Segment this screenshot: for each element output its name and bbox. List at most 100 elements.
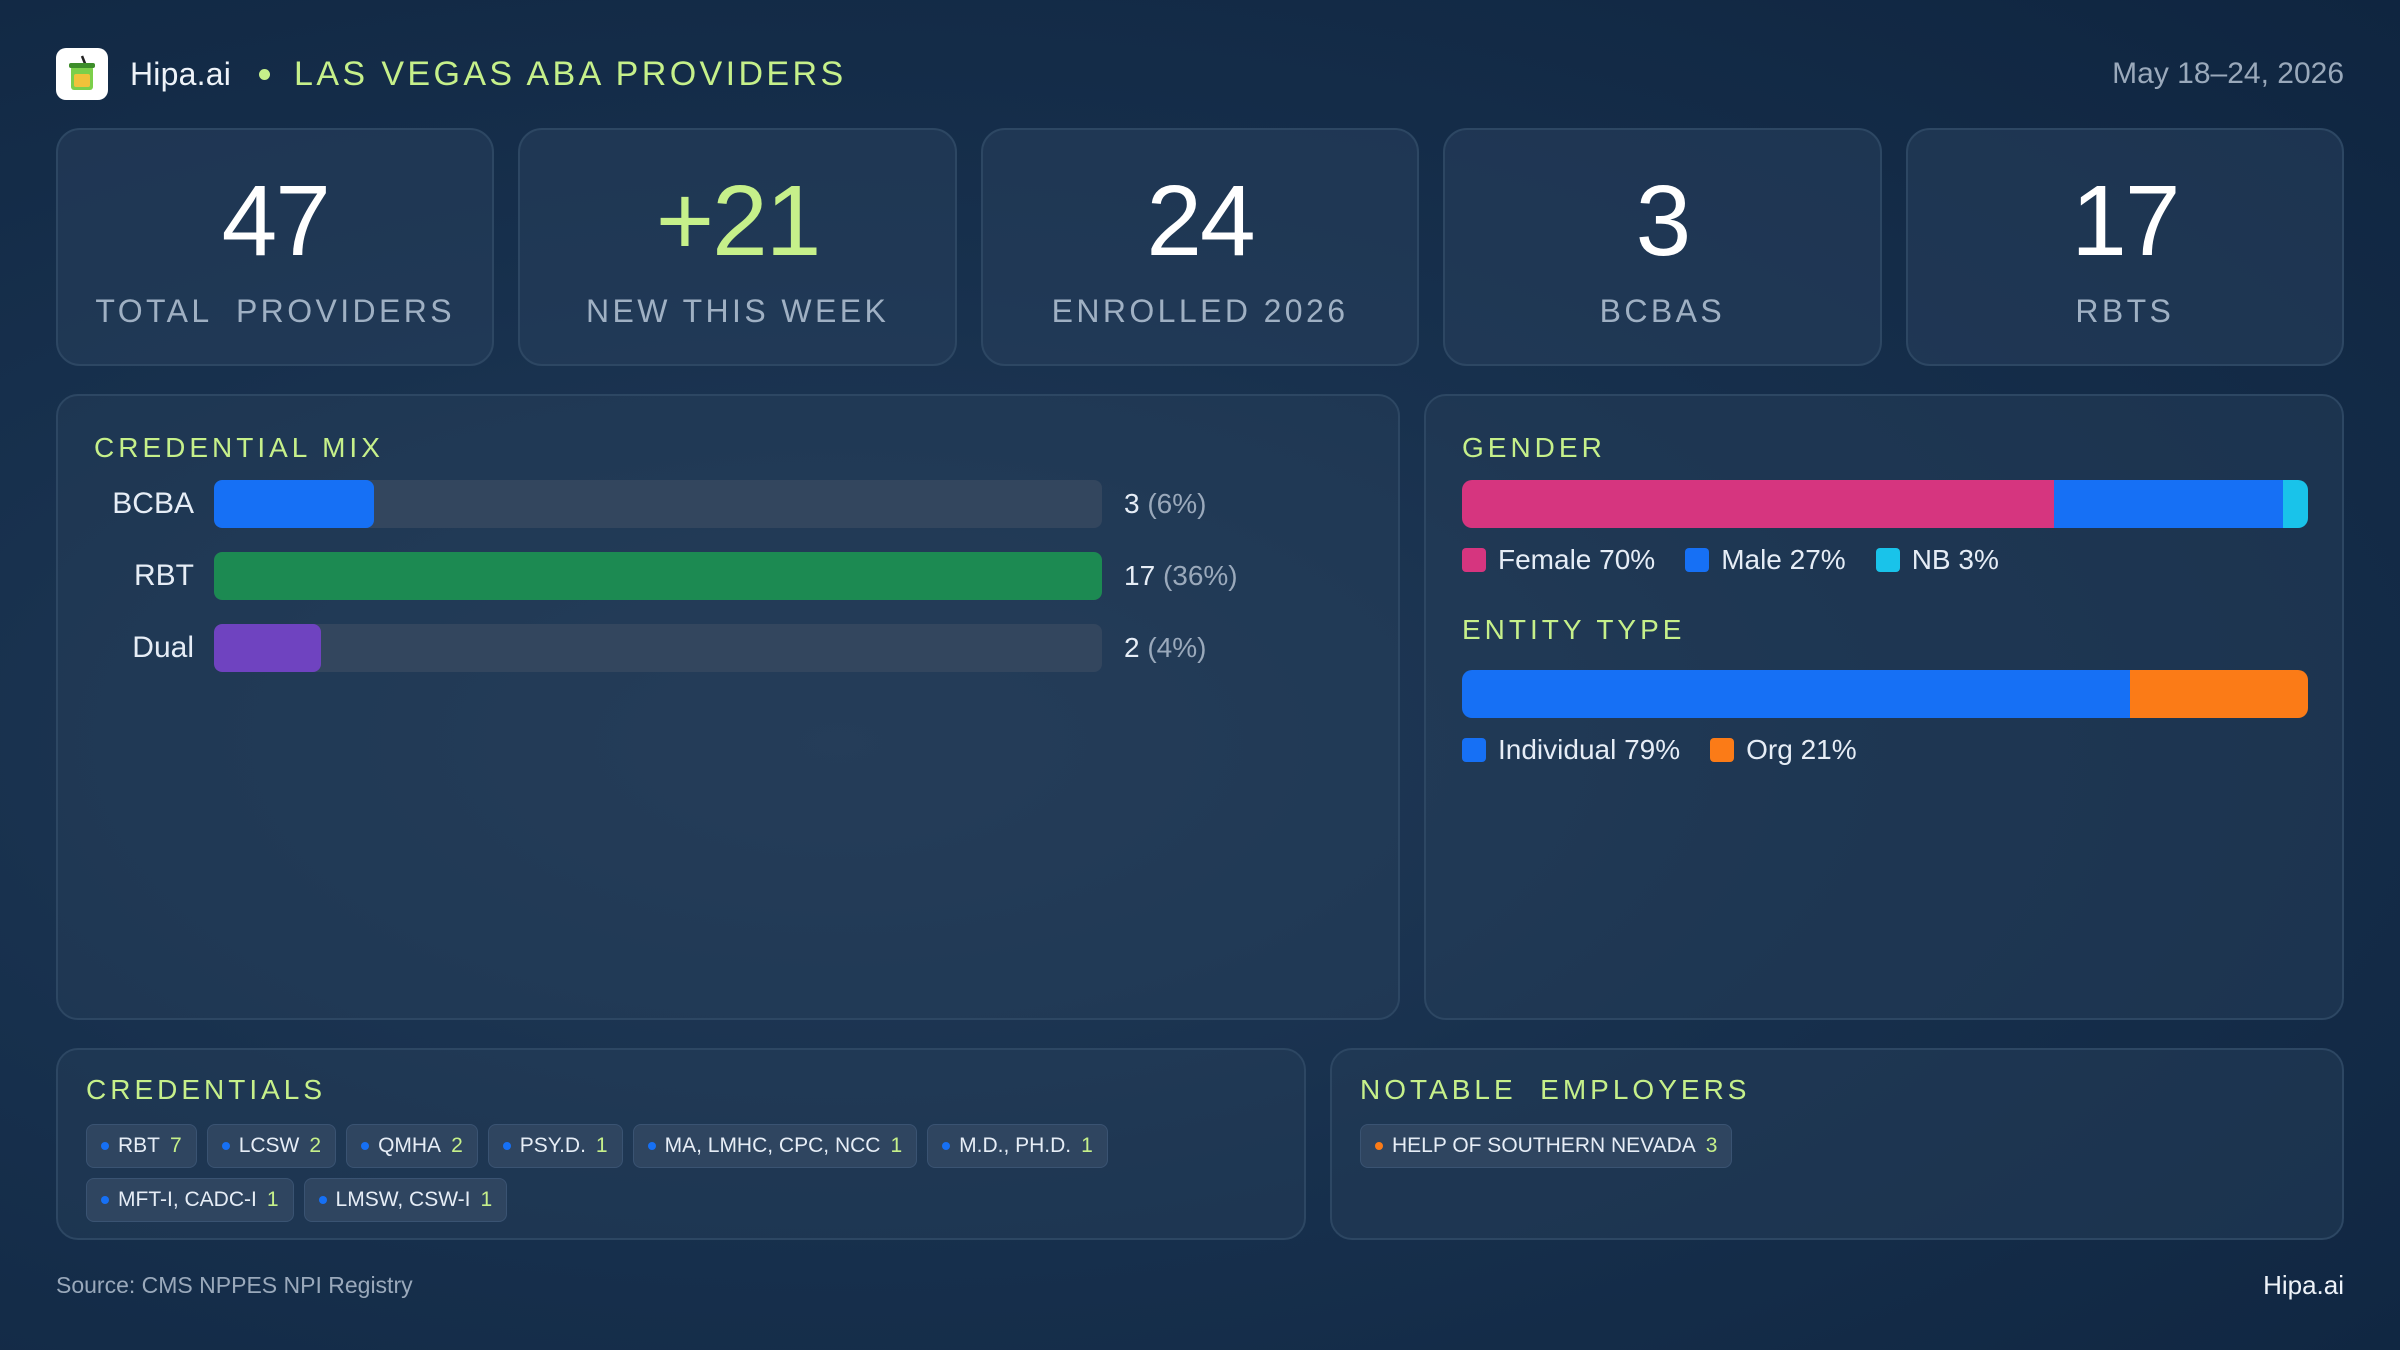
kpi-value: +21 — [655, 164, 822, 277]
employer-chips: HELP OF SOUTHERN NEVADA 3 — [1360, 1124, 2322, 1168]
date-range: May 18–24, 2026 — [2112, 57, 2344, 90]
entity-type-title: ENTITY TYPE — [1462, 614, 1686, 645]
chip: LMSW, CSW-I 1 — [303, 1178, 508, 1222]
stack-segment — [1462, 480, 2055, 528]
mix-label: Dual — [132, 631, 194, 664]
legend-item: Male 27% — [1685, 544, 1846, 576]
gender-legend: Female 70% Male 27% NB 3% — [1462, 544, 2029, 576]
kpi-value: 3 — [1635, 164, 1692, 277]
kpi-value: 24 — [1146, 164, 1255, 277]
chip-label: M.D., PH.D. — [959, 1134, 1072, 1157]
legend-swatch — [1710, 738, 1735, 762]
kpi-card-enrolled: 24 ENROLLED 2026 — [980, 128, 1420, 366]
mix-track — [214, 480, 1102, 528]
chip-label: MA, LMHC, CPC, NCC — [664, 1134, 881, 1157]
mix-count: 3 — [1124, 488, 1140, 519]
brand-name: Hipa.ai — [130, 55, 232, 92]
mix-fill — [214, 624, 321, 672]
legend-label: Male 27% — [1721, 544, 1846, 575]
legend-item: Female 70% — [1462, 544, 1655, 576]
chip-dot — [221, 1142, 230, 1150]
chip-count: 1 — [480, 1188, 493, 1211]
legend-item: Org 21% — [1710, 734, 1857, 766]
section-title: CREDENTIALS — [86, 1074, 327, 1105]
legend-swatch — [1875, 548, 1900, 572]
legend-label: Female 70% — [1498, 544, 1656, 575]
legend-swatch — [1685, 548, 1710, 572]
stack-segment — [1462, 670, 2131, 718]
header: Hipa.ai LAS VEGAS ABA PROVIDERS May 18–2… — [56, 47, 2344, 101]
chip-count: 3 — [1705, 1134, 1718, 1157]
stack-segment — [2130, 670, 2308, 718]
chip-dot — [101, 1142, 109, 1150]
chip-count: 1 — [1081, 1134, 1093, 1157]
kpi-label: RBTS — [2075, 292, 2175, 329]
section-title: NOTABLE EMPLOYERS — [1360, 1074, 1751, 1105]
chip-label: MFT-I, CADC-I — [118, 1188, 257, 1211]
chip: HELP OF SOUTHERN NEVADA 3 — [1360, 1124, 1733, 1168]
chip-dot — [361, 1142, 370, 1150]
chip: PSY.D. 1 — [487, 1124, 623, 1168]
mix-percent: (4%) — [1147, 632, 1207, 663]
legend-swatch — [1462, 738, 1486, 762]
mix-label: BCBA — [112, 487, 194, 520]
chip: MFT-I, CADC-I 1 — [86, 1178, 294, 1222]
mix-value: 3 (6%) — [1124, 488, 1206, 520]
kpi-label: NEW THIS WEEK — [586, 292, 890, 329]
mix-row-bcba: BCBA 3 (6%) — [58, 480, 1398, 528]
chip-count: 2 — [309, 1134, 322, 1157]
chip-dot — [318, 1196, 327, 1204]
chip: RBT 7 — [86, 1124, 197, 1168]
section-title: CREDENTIAL MIX — [94, 432, 384, 463]
page-title: LAS VEGAS ABA PROVIDERS — [294, 54, 847, 93]
mix-count: 17 — [1124, 560, 1156, 591]
chip-label: PSY.D. — [519, 1134, 586, 1157]
mix-value: 2 (4%) — [1124, 632, 1206, 664]
chip: MA, LMHC, CPC, NCC 1 — [632, 1124, 918, 1168]
kpi-card-rbts: 17 RBTS — [1905, 128, 2345, 366]
legend-label: NB 3% — [1911, 544, 1999, 575]
chip-dot — [101, 1196, 109, 1204]
chip: LCSW 2 — [206, 1124, 337, 1168]
gender-stacked-bar — [1462, 480, 2308, 528]
mix-label: RBT — [134, 559, 194, 592]
legend-swatch — [1462, 548, 1486, 572]
chip-dot — [1375, 1142, 1383, 1150]
mix-fill — [214, 480, 374, 528]
mix-count: 2 — [1124, 632, 1140, 663]
kpi-row: 47 TOTAL PROVIDERS +21 NEW THIS WEEK 24 … — [56, 128, 2345, 366]
mix-track — [214, 552, 1102, 600]
kpi-card-bcbas: 3 BCBAS — [1443, 128, 1882, 366]
chip-count: 7 — [170, 1134, 182, 1157]
mix-value: 17 (36%) — [1124, 560, 1238, 592]
gender-title: GENDER — [1462, 432, 1606, 463]
kpi-label: TOTAL PROVIDERS — [95, 292, 456, 329]
credential-mix-panel: CREDENTIAL MIX BCBA 3 (6%) RBT 17 (36%) … — [56, 394, 1400, 1020]
cup-logo-icon — [56, 48, 108, 100]
kpi-card-total-providers: 47 TOTAL PROVIDERS — [56, 128, 495, 366]
entity-type-stacked-bar — [1462, 670, 2308, 718]
kpi-label: BCBAS — [1599, 292, 1726, 329]
chip-count: 1 — [890, 1134, 903, 1157]
separator-dot — [259, 68, 271, 80]
credentials-panel: CREDENTIALS RBT 7 LCSW 2 QMHA 2 PSY.D. 1 MA, LMH… — [56, 1048, 1306, 1240]
legend-label: Individual 79% — [1498, 734, 1681, 765]
legend-label: Org 21% — [1746, 734, 1857, 765]
mix-percent: (6%) — [1147, 488, 1207, 519]
chip-label: HELP OF SOUTHERN NEVADA — [1392, 1134, 1696, 1157]
chip-dot — [942, 1142, 951, 1150]
mix-track — [214, 624, 1102, 672]
chip: QMHA 2 — [346, 1124, 478, 1168]
mix-percent: (36%) — [1162, 560, 1238, 591]
stack-segment — [2054, 480, 2283, 528]
chip-label: LMSW, CSW-I — [335, 1188, 471, 1211]
stack-segment — [2282, 480, 2308, 528]
chip-label: LCSW — [238, 1134, 300, 1157]
chip-dot — [502, 1142, 511, 1150]
entity-type-legend: Individual 79% Org 21% — [1462, 734, 1887, 766]
legend-item: Individual 79% — [1462, 734, 1680, 766]
mix-row-rbt: RBT 17 (36%) — [58, 552, 1398, 600]
kpi-label: ENROLLED 2026 — [1051, 292, 1349, 329]
chip-count: 1 — [266, 1188, 279, 1211]
chip-count: 1 — [595, 1134, 608, 1157]
